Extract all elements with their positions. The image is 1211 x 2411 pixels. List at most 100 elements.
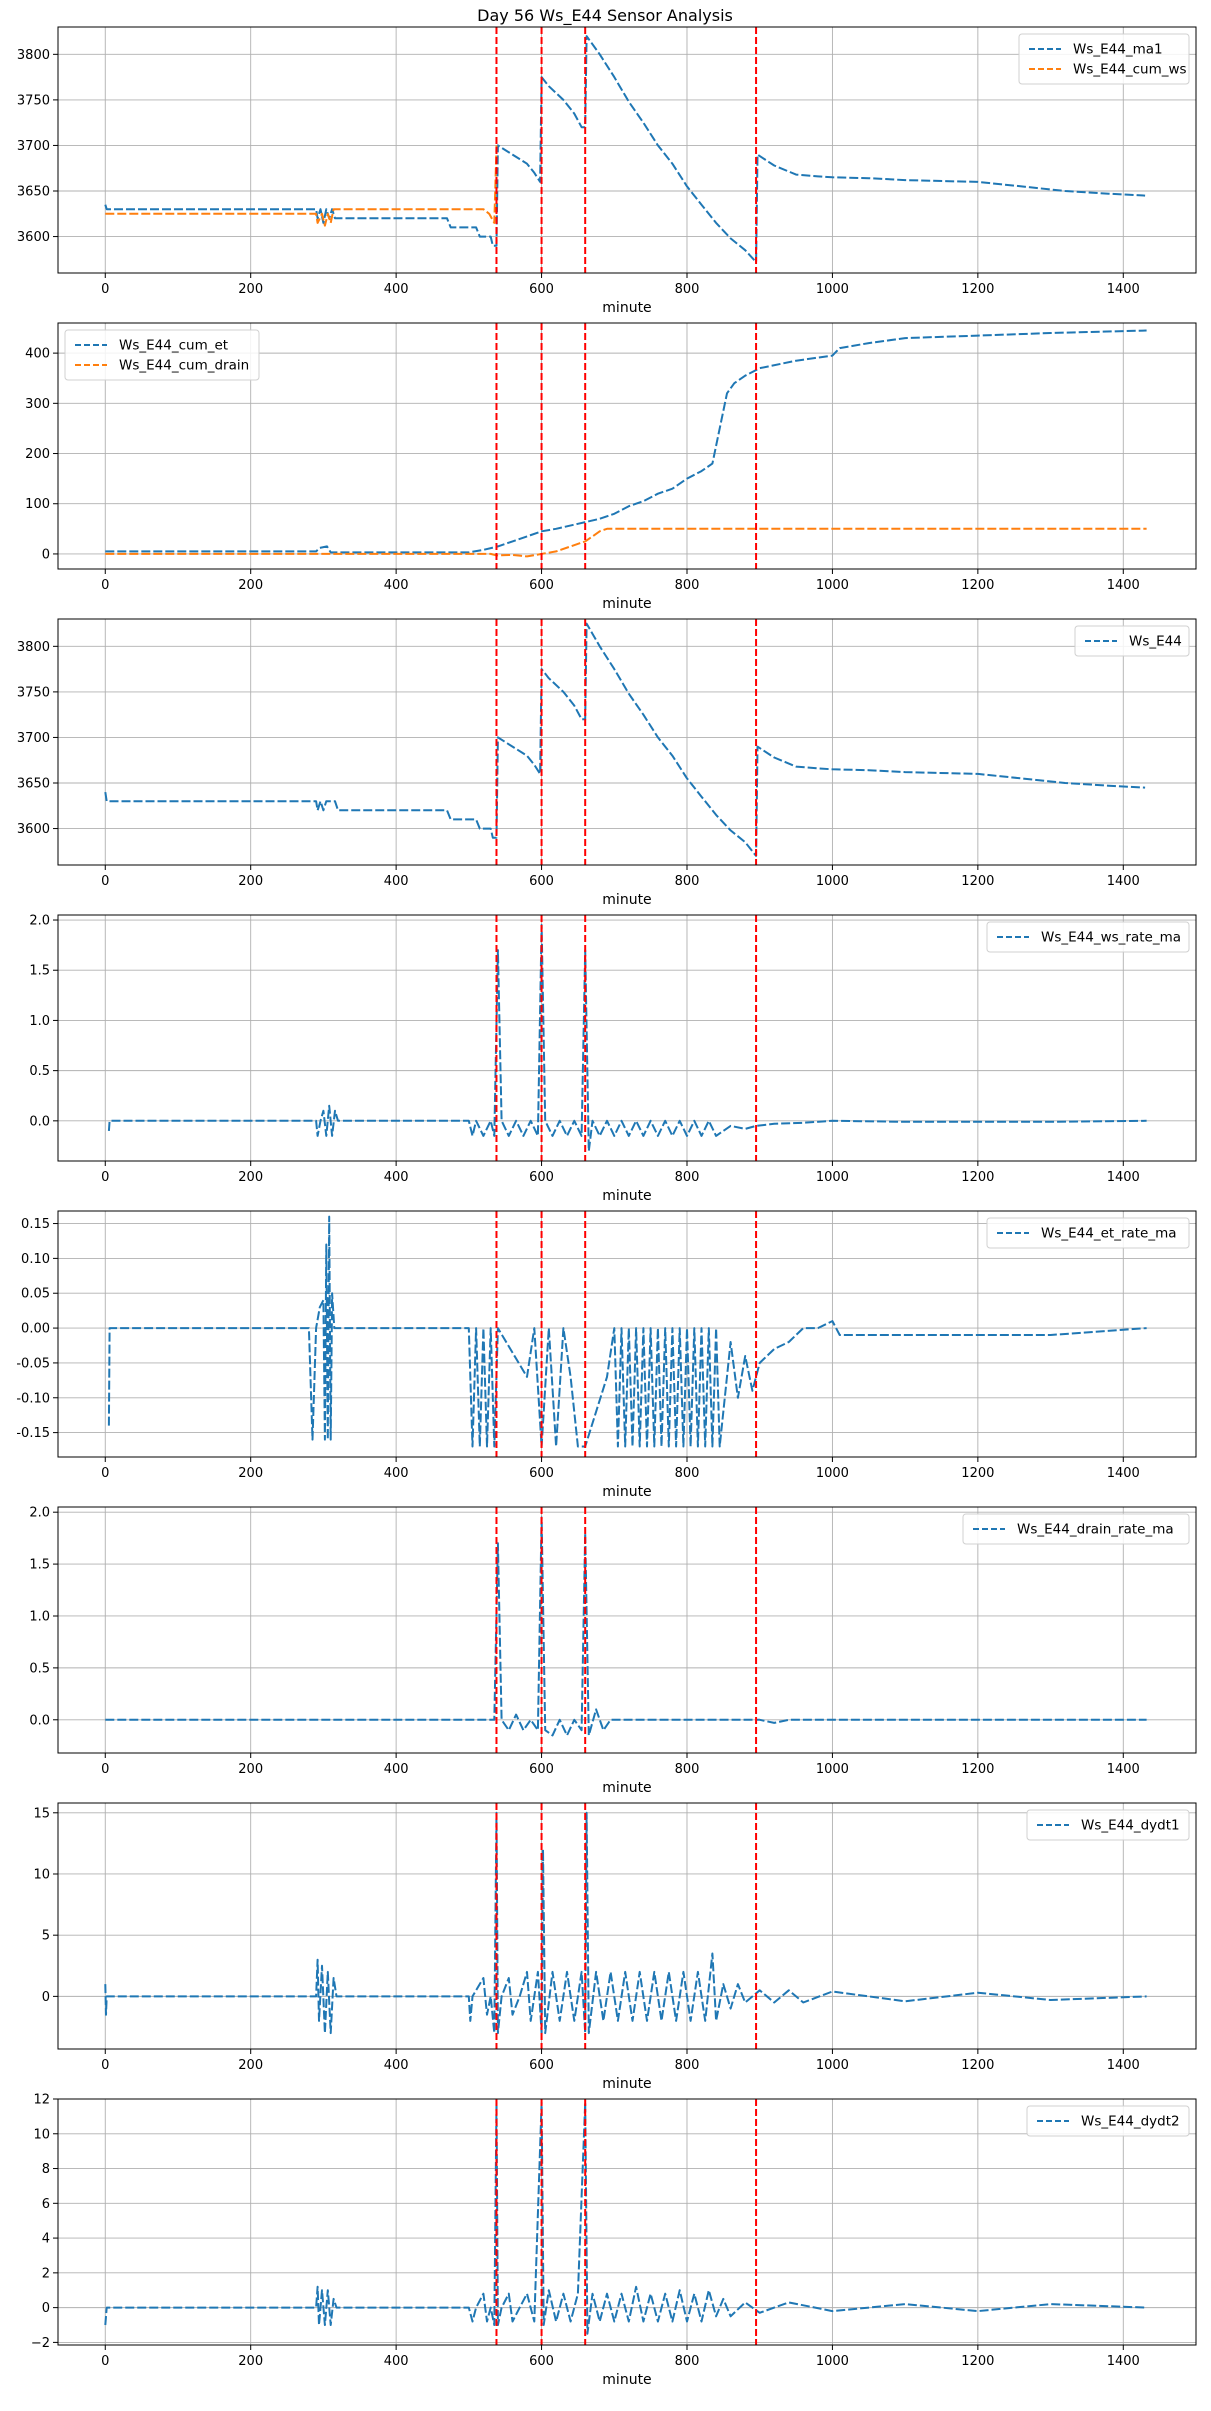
- x-axis-label: minute: [602, 1188, 651, 1204]
- y-tick-label: 2.0: [29, 1506, 50, 1521]
- y-tick-label: 3650: [17, 777, 50, 792]
- y-tick-label: -0.15: [16, 1426, 50, 1441]
- chart-panel-2: 0 200 400 600 800 1000 1200 1400 0 100 200 300 400 mi…: [25, 322, 1197, 612]
- x-tick-label: 600: [529, 1170, 554, 1185]
- y-tick-label: 0: [42, 2301, 50, 2316]
- legend: Ws_E44: [1074, 625, 1190, 657]
- legend: Ws_E44_cum_et Ws_E44_cum_drain: [64, 329, 260, 381]
- chart-panel-4: 0 200 400 600 800 1000 1200 1400 0.0 0.5 1.0 1.5 2.0…: [29, 914, 1197, 1204]
- x-tick-label: 0: [101, 282, 109, 297]
- x-tick-label: 1400: [1107, 1170, 1140, 1185]
- series-line-Ws_E44_dydt1: [104, 1811, 1147, 2035]
- x-tick-label: 1400: [1107, 2058, 1140, 2073]
- x-tick-label: 1000: [816, 1762, 849, 1777]
- y-tick-label: 3750: [17, 93, 50, 108]
- plot-data: [104, 27, 1146, 273]
- x-tick-label: 800: [675, 2058, 700, 2073]
- x-tick-label: 600: [529, 1466, 554, 1481]
- y-tick-label: 3600: [17, 822, 50, 837]
- x-tick-label: 1000: [816, 874, 849, 889]
- axes-frame: [57, 1802, 1197, 2050]
- x-tick-label: 600: [529, 282, 554, 297]
- y-tick-label: 8: [42, 2162, 50, 2177]
- x-tick-label: 600: [529, 2354, 554, 2369]
- legend-label: Ws_E44_cum_ws: [1073, 62, 1187, 78]
- x-tick-label: 1000: [816, 578, 849, 593]
- series-line-Ws_E44_cum_ws: [105, 145, 498, 227]
- x-tick-label: 200: [238, 282, 263, 297]
- y-tick-label: 0.0: [29, 1713, 50, 1728]
- legend-label: Ws_E44: [1129, 634, 1182, 650]
- series-line-Ws_E44_ws_rate_ma: [107, 924, 1147, 1152]
- x-axis-label: minute: [602, 2372, 651, 2388]
- y-tick-label: 10: [33, 1867, 50, 1882]
- plot-data: [104, 1803, 1147, 2049]
- y-tick-label: 0.00: [21, 1322, 50, 1337]
- legend-label: Ws_E44_drain_rate_ma: [1017, 1522, 1174, 1538]
- y-tick-label: 15: [33, 1806, 50, 1821]
- y-tick-label: 3700: [17, 731, 50, 746]
- legend: Ws_E44_et_rate_ma: [986, 1217, 1190, 1249]
- series-line-Ws_E44_cum_et: [105, 329, 1147, 554]
- legend-label: Ws_E44_cum_drain: [119, 358, 249, 374]
- y-tick-label: 3800: [17, 640, 50, 655]
- x-tick-label: 1200: [961, 1170, 994, 1185]
- legend: Ws_E44_ws_rate_ma: [986, 921, 1190, 953]
- legend-box: [1074, 625, 1190, 657]
- plot-data: [104, 619, 1146, 865]
- x-tick-label: 1000: [816, 1466, 849, 1481]
- x-tick-label: 1000: [816, 1170, 849, 1185]
- legend-box: [986, 1217, 1190, 1249]
- legend-box: [986, 921, 1190, 953]
- axes-frame: [57, 322, 1197, 570]
- x-tick-label: 800: [675, 1170, 700, 1185]
- x-tick-label: 400: [384, 578, 409, 593]
- x-tick-label: 600: [529, 874, 554, 889]
- x-tick-label: 800: [675, 1466, 700, 1481]
- y-tick-label: 10: [33, 2127, 50, 2142]
- y-tick-label: 400: [25, 347, 50, 362]
- figure-title: Day 56 Ws_E44 Sensor Analysis: [477, 6, 733, 26]
- series-line-Ws_E44_et_rate_ma: [107, 1215, 1147, 1448]
- series-line-Ws_E44_drain_rate_ma: [105, 1516, 1147, 1737]
- y-tick-label: 3650: [17, 185, 50, 200]
- legend-box: [1018, 33, 1190, 85]
- x-tick-label: 1400: [1107, 1466, 1140, 1481]
- axes-frame: [57, 1506, 1197, 1754]
- x-tick-label: 1200: [961, 874, 994, 889]
- chart-panel-3: 0 200 400 600 800 1000 1200 1400 3600 3650 3700 375…: [17, 618, 1197, 908]
- series-line-Ws_E44_dydt2: [104, 2101, 1147, 2335]
- y-tick-label: −2: [31, 2336, 50, 2351]
- x-tick-label: 800: [675, 282, 700, 297]
- y-tick-label: 300: [25, 397, 50, 412]
- x-tick-label: 200: [238, 578, 263, 593]
- x-tick-label: 1200: [961, 1466, 994, 1481]
- y-tick-label: 0: [42, 547, 50, 562]
- x-tick-label: 1200: [961, 2354, 994, 2369]
- x-tick-label: 200: [238, 2058, 263, 2073]
- y-tick-label: 2.0: [29, 914, 50, 929]
- chart-panel-5: 0 200 400 600 800 1000 1200 1400 -0.15 -0.10 -0.05…: [16, 1210, 1197, 1500]
- y-tick-label: 3750: [17, 685, 50, 700]
- plot-data: [104, 2099, 1147, 2345]
- series-line-Ws_E44_ma1: [104, 35, 1146, 264]
- x-tick-label: 200: [238, 1170, 263, 1185]
- x-axis-label: minute: [602, 2076, 651, 2092]
- y-tick-label: 5: [42, 1929, 50, 1944]
- plot-data: [107, 915, 1147, 1161]
- x-tick-label: 1400: [1107, 282, 1140, 297]
- x-tick-label: 1000: [816, 282, 849, 297]
- x-tick-label: 1000: [816, 2354, 849, 2369]
- x-axis-label: minute: [602, 1780, 651, 1796]
- x-tick-label: 400: [384, 282, 409, 297]
- chart-panel-1: 0 200 400 600 800 1000 1200 1400 3600 3650 3700 375…: [17, 26, 1197, 316]
- y-tick-label: 3700: [17, 139, 50, 154]
- y-tick-label: 200: [25, 447, 50, 462]
- legend: Ws_E44_ma1 Ws_E44_cum_ws: [1018, 33, 1190, 85]
- x-tick-label: 1200: [961, 282, 994, 297]
- y-tick-label: 1.5: [29, 1558, 50, 1573]
- y-tick-label: 1.5: [29, 964, 50, 979]
- x-tick-label: 1200: [961, 1762, 994, 1777]
- x-tick-label: 200: [238, 1762, 263, 1777]
